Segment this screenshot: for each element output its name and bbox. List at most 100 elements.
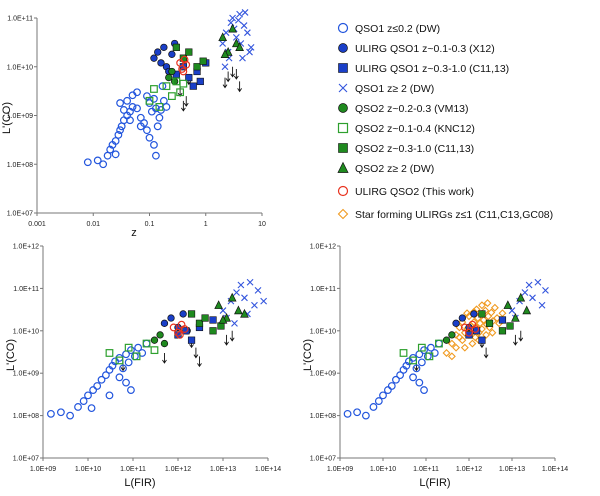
point-qso2_dw <box>511 312 520 322</box>
point-qso1_dw_low <box>130 352 139 361</box>
point-sf_ulirg <box>442 348 451 357</box>
point-qso1_dw_low <box>150 94 158 103</box>
legend-marker-qso1_dw_low <box>337 22 349 34</box>
point-qso1_dw_low <box>420 386 428 394</box>
point-qso2_dw <box>235 42 244 52</box>
chart-bottom_left: 1.0E+09 1.0E+10 1.0E+11 1.0E+12 1.0E+13 1.0E+… <box>5 244 281 490</box>
legend-marker-ulirg_qso1_c11 <box>338 63 348 73</box>
legend-item-qso1_dw_low: QSO1 z≤0.2 (DW) <box>337 22 440 35</box>
point-ulirg_qso1_c11 <box>182 327 190 335</box>
chart-top: 0.001 0.01 0.1 1 10 1.0E+07 1.0E+08 1.0E+09 1.0E… <box>1 9 266 239</box>
point-qso1_dw_high <box>222 29 230 37</box>
point-qso1_dw_low <box>119 364 127 373</box>
legend-label: ULIRG QSO2 (This work) <box>355 186 474 198</box>
point-sf_ulirg <box>452 343 461 352</box>
y-tick-label: 1.0E+07 <box>310 456 336 463</box>
point-ulirg_qso2 <box>180 325 189 333</box>
x-axis-label: L(FIR) <box>124 477 155 489</box>
point-qso1_dw_low <box>84 391 92 400</box>
x-tick-label: 0.1 <box>145 221 155 228</box>
point-sf_ulirg <box>463 309 472 318</box>
point-qso1_dw_low <box>369 403 378 411</box>
point-qso1_dw_low <box>119 106 128 114</box>
legend-item-qso1_dw_high: QSO1 z≥ 2 (DW) <box>338 83 434 95</box>
point-qso2_vm13 <box>160 339 169 348</box>
point-qso1_dw_low <box>402 361 411 370</box>
point-ulirg_qso1_c11 <box>472 327 481 335</box>
point-qso1_dw_low <box>155 113 164 122</box>
point-qso1_dw_high <box>229 14 236 22</box>
x-tick-label: 1.0E+11 <box>120 466 146 473</box>
point-qso1_dw_low <box>134 343 143 352</box>
point-sf_ulirg <box>488 328 497 337</box>
x-tick-label: 1.0E+10 <box>75 466 101 473</box>
point-qso1_dw_low <box>143 126 151 135</box>
y-axis-label: L'(CO) <box>5 339 17 371</box>
point-qso1_dw_low <box>106 145 115 154</box>
point-qso2_c11 <box>187 310 196 318</box>
point-qso1_dw_low <box>396 371 405 380</box>
point-sf_ulirg <box>460 343 469 352</box>
point-qso2_c11 <box>199 57 207 65</box>
point-qso1_dw_high <box>244 29 251 37</box>
legend-item-sf_ulirg: Star forming ULIRGs z≤1 (C11,C13,GC08) <box>337 208 553 221</box>
point-qso1_dw_low <box>145 133 154 142</box>
x-axis-label: L(FIR) <box>419 477 450 489</box>
y-tick-label: 1.0E+09 <box>13 371 39 378</box>
legend-label: Star forming ULIRGs z≤1 (C11,C13,GC08) <box>355 209 553 221</box>
point-qso2_knc12 <box>425 352 434 361</box>
point-qso1_dw_low <box>122 378 130 387</box>
point-qso2_knc12 <box>409 356 417 365</box>
point-qso1_dw_low <box>415 378 424 387</box>
point-qso2_knc12 <box>115 356 124 365</box>
point-sf_ulirg <box>479 315 488 324</box>
point-qso2_dw <box>234 305 243 315</box>
point-qso1_dw_high <box>237 281 245 289</box>
point-qso2_knc12 <box>124 343 133 352</box>
point-ulirg_qso1_x12 <box>150 54 158 62</box>
upper-limit-arrow <box>229 330 235 342</box>
point-qso1_dw_low <box>47 409 55 418</box>
point-qso1_dw_low <box>133 104 141 113</box>
legend: QSO1 z≤0.2 (DW) ULIRG QSO1 z~0.1-0.3 (X12… <box>337 22 553 221</box>
y-tick-label: 1.0E+11 <box>7 16 33 23</box>
point-ulirg_qso1_c11 <box>185 73 193 82</box>
y-tick-label: 1.0E+10 <box>310 328 336 335</box>
point-ulirg_qso2 <box>471 325 480 333</box>
point-qso1_dw_high <box>542 286 549 294</box>
point-ulirg_qso1_x12 <box>160 319 169 327</box>
point-ulirg_qso1_c11 <box>478 336 486 344</box>
point-qso1_dw_low <box>383 386 392 394</box>
point-sf_ulirg <box>458 336 467 345</box>
point-qso1_dw_low <box>162 103 171 111</box>
point-qso2_knc12 <box>142 339 151 348</box>
point-qso2_knc12 <box>176 88 185 97</box>
point-qso2_dw <box>503 300 513 309</box>
legend-label: QSO2 z~0.3-1.0 (C11,13) <box>355 143 474 155</box>
legend-marker-sf_ulirg <box>337 208 349 220</box>
point-qso1_dw_low <box>343 409 352 418</box>
legend-marker-ulirg_qso1_x12 <box>338 43 348 53</box>
point-qso2_vm13 <box>168 67 176 76</box>
upper-limit-arrow <box>162 352 167 364</box>
point-qso1_dw_high <box>219 40 227 47</box>
point-ulirg_qso1_c11 <box>209 316 217 324</box>
point-qso1_dw_high <box>247 43 255 51</box>
point-qso1_dw_low <box>412 364 421 373</box>
point-qso2_c11 <box>506 322 514 330</box>
point-sf_ulirg <box>468 339 477 348</box>
point-qso2_c11 <box>201 314 209 322</box>
legend-marker-qso1_dw_high <box>338 83 348 93</box>
upper-limit-arrow <box>183 96 189 107</box>
point-qso1_dw_low <box>123 96 132 105</box>
point-qso2_knc12 <box>150 346 159 355</box>
legend-item-ulirg_qso2: ULIRG QSO2 (This work) <box>337 185 474 198</box>
point-qso1_dw_low <box>409 353 417 362</box>
point-qso1_dw_high <box>246 48 253 56</box>
point-qso1_dw_low <box>127 346 135 355</box>
point-qso1_dw_high <box>525 281 533 289</box>
point-ulirg_qso1_c11 <box>465 331 473 339</box>
point-qso1_dw_low <box>105 391 114 400</box>
upper-limit-arrow <box>197 356 202 368</box>
